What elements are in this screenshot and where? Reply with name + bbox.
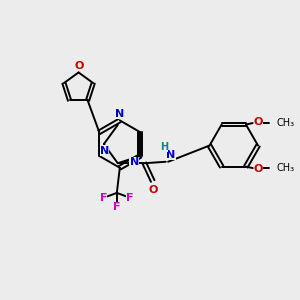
Text: N: N <box>115 109 124 119</box>
Text: O: O <box>148 184 158 195</box>
Text: F: F <box>100 193 107 203</box>
Text: N: N <box>100 146 109 156</box>
Text: F: F <box>126 193 134 203</box>
Text: CH₃: CH₃ <box>277 163 295 173</box>
Text: CH₃: CH₃ <box>277 118 295 128</box>
Text: H: H <box>160 142 168 152</box>
Text: O: O <box>74 61 84 71</box>
Text: F: F <box>113 202 121 212</box>
Text: N: N <box>130 158 139 167</box>
Text: N: N <box>166 150 176 160</box>
Text: O: O <box>254 118 263 128</box>
Text: O: O <box>254 164 263 174</box>
